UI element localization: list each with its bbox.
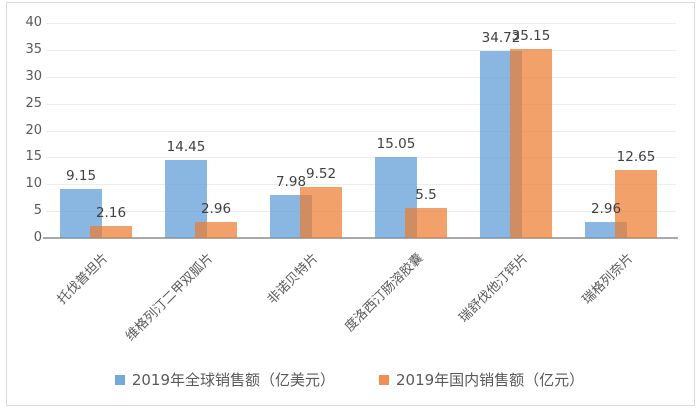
y-axis: 40 35 30 25 20 15 10 5 0 bbox=[10, 16, 42, 245]
bar-domestic bbox=[510, 49, 552, 238]
x-axis-category-label: 瑞舒伐他汀钙片 bbox=[456, 250, 532, 326]
gridline bbox=[46, 184, 676, 185]
gridline bbox=[46, 131, 676, 132]
bar-domestic bbox=[405, 208, 447, 238]
y-axis-tick-label: 35 bbox=[25, 42, 42, 57]
gridline bbox=[46, 104, 676, 105]
legend-label-global: 2019年全球销售额（亿美元） bbox=[131, 371, 335, 389]
y-axis-tick-label: 25 bbox=[25, 96, 42, 111]
gridline bbox=[46, 211, 676, 212]
x-axis-line bbox=[43, 237, 678, 239]
x-axis-labels: 托伐普坦片 维格列汀二甲双胍片 非诺贝特片 度洛西汀肠溶胶囊 瑞舒伐他汀钙片 瑞格列奈片 bbox=[46, 240, 676, 350]
bar-domestic bbox=[300, 186, 342, 238]
y-axis-tick-label: 40 bbox=[25, 15, 42, 30]
legend: 2019年全球销售额（亿美元） 2019年国内销售额（亿元） bbox=[0, 371, 699, 389]
gridline bbox=[46, 50, 676, 51]
legend-label-domestic: 2019年国内销售额（亿元） bbox=[396, 371, 585, 389]
bar-value-label: 14.45 bbox=[166, 139, 206, 156]
bar-value-label: 2.96 bbox=[200, 201, 232, 218]
bar-value-label: 2.96 bbox=[590, 201, 622, 218]
bar-domestic bbox=[195, 222, 237, 238]
y-axis-tick-label: 0 bbox=[33, 230, 42, 245]
gridline bbox=[46, 23, 676, 24]
legend-swatch-orange-icon bbox=[379, 375, 389, 385]
bar-domestic bbox=[615, 170, 657, 238]
figure-border bbox=[6, 2, 695, 406]
bar-domestic bbox=[90, 226, 132, 238]
gridline bbox=[46, 157, 676, 158]
x-axis-category-label: 度洛西汀肠溶胶囊 bbox=[342, 250, 427, 335]
legend-item-domestic: 2019年国内销售额（亿元） bbox=[379, 371, 584, 389]
y-axis-tick-label: 10 bbox=[25, 176, 42, 191]
x-axis-category-label: 托伐普坦片 bbox=[55, 250, 112, 308]
bar-value-label: 34.72 bbox=[481, 30, 521, 47]
legend-swatch-blue-icon bbox=[114, 375, 125, 385]
bar-value-label: 35.15 bbox=[511, 28, 551, 45]
x-axis-category-label: 维格列汀二甲双胍片 bbox=[123, 250, 217, 345]
gridline bbox=[46, 77, 676, 78]
bar-value-label: 12.65 bbox=[616, 149, 656, 165]
y-axis-tick-label: 30 bbox=[25, 69, 42, 84]
y-axis-tick-label: 5 bbox=[33, 203, 42, 218]
y-axis-tick-label: 20 bbox=[25, 123, 42, 138]
plot-area: 9.15 2.16 14.45 2.96 7.98 9.52 15.05 5.5 34.72 35… bbox=[46, 23, 676, 238]
bar-value-label: 9.15 bbox=[65, 167, 97, 184]
bar-value-label: 15.05 bbox=[376, 136, 416, 153]
bar-value-label: 7.98 bbox=[275, 174, 307, 191]
legend-item-global: 2019年全球销售额（亿美元） bbox=[114, 371, 335, 389]
x-axis-category-label: 瑞格列奈片 bbox=[580, 250, 637, 308]
y-axis-tick-label: 15 bbox=[25, 149, 42, 164]
bar-value-label: 9.52 bbox=[305, 165, 337, 182]
bar-value-label: 2.16 bbox=[95, 205, 127, 222]
bar-value-label: 5.5 bbox=[415, 187, 437, 204]
x-axis-category-label: 非诺贝特片 bbox=[265, 250, 322, 308]
